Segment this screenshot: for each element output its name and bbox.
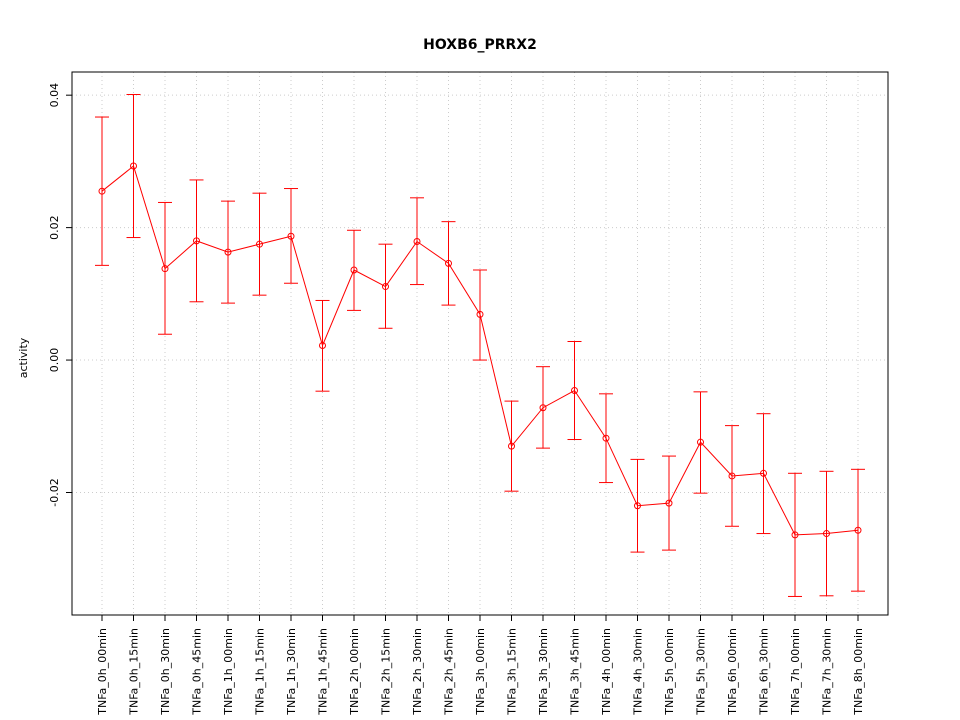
x-tick-label: TNFa_2h_15min <box>380 628 393 716</box>
data-point <box>130 162 137 170</box>
x-tick-label: TNFa_1h_45min <box>317 628 330 716</box>
data-point <box>287 232 295 240</box>
data-point <box>224 248 232 256</box>
x-tick-label: TNFa_0h_15min <box>128 628 141 716</box>
x-tick-label: TNFa_1h_00min <box>222 628 235 716</box>
x-tick-label: TNFa_0h_30min <box>159 628 172 716</box>
x-tick-label: TNFa_1h_15min <box>254 628 267 716</box>
x-tick-label: TNFa_0h_45min <box>191 628 204 716</box>
x-tick-label: TNFa_4h_30min <box>632 628 645 716</box>
data-point <box>823 530 830 538</box>
data-point <box>413 238 421 246</box>
data-point <box>760 469 767 477</box>
data-point <box>508 442 515 450</box>
y-tick-label: 0.04 <box>48 83 61 108</box>
series-line <box>101 165 859 536</box>
y-tick-label: 0.00 <box>48 348 61 373</box>
y-tick-label: 0.02 <box>48 215 61 240</box>
data-point <box>854 526 862 534</box>
x-tick-label: TNFa_7h_00min <box>789 628 802 716</box>
data-point <box>445 259 452 267</box>
x-tick-label: TNFa_3h_45min <box>569 628 582 716</box>
x-tick-label: TNFa_5h_30min <box>695 628 708 716</box>
x-tick-label: TNFa_6h_30min <box>758 628 771 716</box>
x-tick-label: TNFa_5h_00min <box>663 628 676 716</box>
y-axis-label: activity <box>17 337 30 378</box>
x-tick-label: TNFa_2h_45min <box>443 628 456 716</box>
x-tick-label: TNFa_3h_00min <box>474 628 487 716</box>
data-point <box>476 310 484 318</box>
data-point <box>256 240 263 248</box>
data-point <box>350 266 358 274</box>
data-point <box>571 387 578 395</box>
series-layer <box>95 94 865 597</box>
data-point <box>728 472 736 480</box>
x-tick-label: TNFa_7h_30min <box>821 628 834 716</box>
x-tick-label: TNFa_1h_30min <box>285 628 298 716</box>
x-tick-label: TNFa_2h_30min <box>411 628 424 716</box>
data-point <box>602 434 610 442</box>
data-point <box>539 404 547 412</box>
x-tick-label: TNFa_6h_00min <box>726 628 739 716</box>
data-point <box>193 237 200 245</box>
data-point <box>697 438 704 446</box>
chart-title: HOXB6_PRRX2 <box>423 37 537 53</box>
y-tick-label: -0.02 <box>48 478 61 506</box>
axes: -0.02 0.00 0.02 0.04 TNFa_0h_00min TNFa_0h_15… <box>48 83 865 716</box>
data-point <box>665 499 673 507</box>
data-point <box>634 502 641 510</box>
x-tick-label: TNFa_0h_00min <box>96 628 109 716</box>
data-point <box>382 283 389 291</box>
x-tick-label: TNFa_3h_15min <box>506 628 519 716</box>
data-point <box>791 531 799 539</box>
plot-frame <box>71 71 889 616</box>
x-tick-label: TNFa_8h_00min <box>852 628 865 716</box>
data-point <box>98 187 106 195</box>
data-point <box>161 265 169 273</box>
x-tick-label: TNFa_3h_30min <box>537 628 550 716</box>
x-tick-label: TNFa_2h_00min <box>348 628 361 716</box>
x-tick-label: TNFa_4h_00min <box>600 628 613 716</box>
data-point <box>319 341 326 349</box>
